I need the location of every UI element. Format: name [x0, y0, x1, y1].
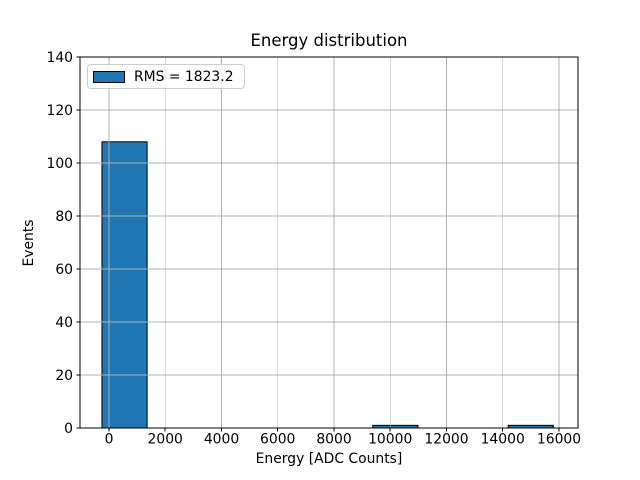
- x-tick-label: 6000: [260, 432, 295, 448]
- x-tick-label: 0: [105, 432, 114, 448]
- plot-border: [79, 56, 579, 429]
- x-tick-label: 12000: [424, 432, 468, 448]
- chart-title: Energy distribution: [250, 31, 408, 50]
- x-tick-label: 10000: [368, 432, 412, 448]
- y-tick-label: 60: [55, 262, 73, 278]
- legend: RMS = 1823.2: [87, 64, 245, 89]
- x-tick-label: 2000: [148, 432, 183, 448]
- y-tick-label: 100: [46, 156, 73, 172]
- legend-swatch: [93, 70, 125, 83]
- legend-label: RMS = 1823.2: [134, 68, 234, 85]
- y-tick-label: 0: [64, 421, 73, 437]
- y-tick-label: 140: [46, 50, 73, 66]
- x-tick-label: 8000: [316, 432, 351, 448]
- x-axis-label: Energy [ADC Counts]: [255, 451, 403, 467]
- x-tick-label: 4000: [204, 432, 239, 448]
- y-tick-label: 40: [55, 315, 73, 331]
- histogram-bar: [101, 141, 148, 429]
- y-axis-label: Events: [21, 219, 37, 267]
- x-tick-label: 14000: [481, 432, 525, 448]
- y-tick-label: 120: [46, 103, 73, 119]
- x-tick-label: 16000: [537, 432, 581, 448]
- y-tick-label: 80: [55, 209, 73, 225]
- y-tick-label: 20: [55, 368, 73, 384]
